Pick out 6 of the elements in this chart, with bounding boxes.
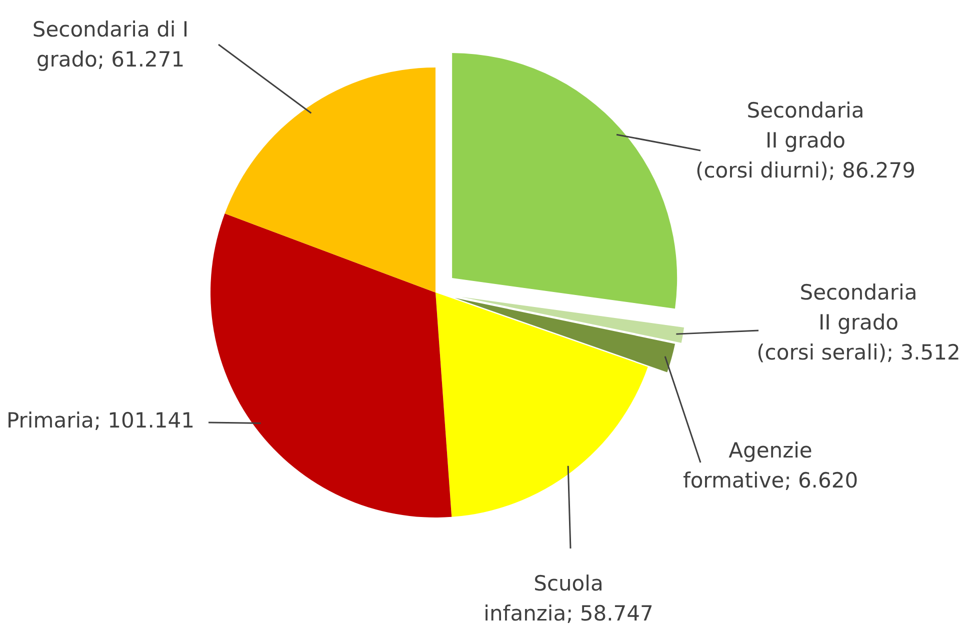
slice-label: Secondaria II grado (corsi diurni); 86.279: [696, 98, 916, 182]
slice-label: Primaria; 101.141: [6, 408, 195, 432]
slice-label: Secondaria II grado (corsi serali); 3.512: [756, 280, 960, 364]
slice-label: Agenzie formative; 6.620: [682, 438, 858, 492]
slice-label: Secondaria di I grado; 61.271: [32, 18, 189, 72]
slice-label: Scuola infanzia; 58.747: [484, 572, 654, 626]
